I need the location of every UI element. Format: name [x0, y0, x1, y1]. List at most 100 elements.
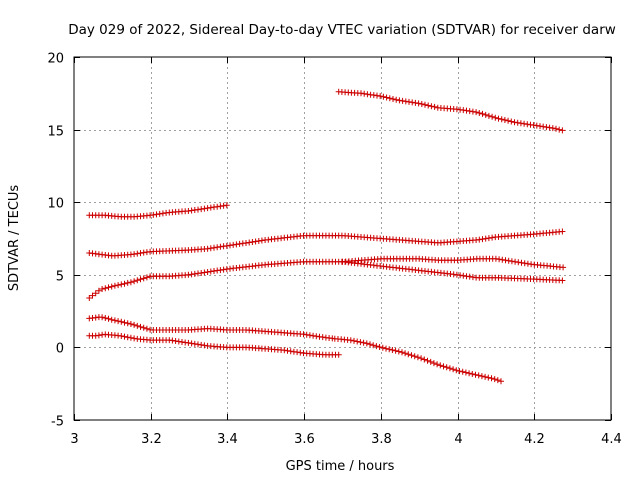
- series-track-7: [331, 335, 504, 385]
- data-point: [124, 320, 131, 327]
- data-point: [108, 316, 115, 323]
- data-point: [370, 342, 377, 349]
- data-point: [386, 95, 393, 102]
- series-track-1: [335, 88, 566, 134]
- data-point: [392, 347, 399, 354]
- data-point: [443, 364, 450, 371]
- data-point: [556, 126, 563, 133]
- data-point: [89, 292, 96, 299]
- data-point: [399, 349, 405, 356]
- data-point: [223, 202, 230, 209]
- chart-title: Day 029 of 2022, Sidereal Day-to-day VTE…: [68, 22, 616, 38]
- data-point: [140, 324, 147, 331]
- data-point: [425, 102, 432, 109]
- data-point: [466, 370, 473, 377]
- data-point: [424, 357, 431, 364]
- y-tick-label: 10: [47, 197, 64, 212]
- data-point: [559, 228, 566, 235]
- data-point: [105, 284, 112, 291]
- data-point: [127, 334, 134, 341]
- data-point: [546, 124, 553, 131]
- data-point: [108, 283, 115, 290]
- data-point: [124, 279, 131, 286]
- series-track-4: [86, 258, 566, 301]
- data-point: [357, 339, 364, 346]
- x-tick-label: 3.6: [294, 432, 315, 447]
- data-point: [485, 112, 492, 119]
- x-tick-label: 4.2: [524, 432, 545, 447]
- x-tick-label: 3: [70, 432, 78, 447]
- data-point: [367, 341, 373, 348]
- data-point: [418, 355, 425, 362]
- data-point: [446, 365, 453, 372]
- data-point: [389, 347, 396, 353]
- data-point: [121, 319, 128, 326]
- y-tick-label: 20: [47, 52, 64, 67]
- data-point: [111, 317, 118, 324]
- data-point: [405, 351, 412, 358]
- data-point: [143, 274, 150, 281]
- data-point: [475, 372, 482, 379]
- data-point: [137, 276, 144, 283]
- x-axis-label: GPS time / hours: [286, 459, 395, 474]
- data-point: [434, 361, 441, 368]
- data-point: [498, 378, 504, 385]
- data-point: [95, 332, 102, 339]
- data-point: [118, 333, 125, 339]
- data-point: [115, 282, 122, 289]
- data-point: [131, 278, 138, 285]
- data-point: [440, 363, 447, 370]
- data-point: [428, 103, 435, 110]
- plot-frame: [73, 56, 612, 421]
- data-point: [415, 100, 422, 107]
- data-point: [383, 345, 389, 352]
- data-point: [485, 374, 492, 381]
- data-point: [488, 375, 495, 382]
- data-point: [127, 321, 134, 327]
- data-point: [390, 96, 396, 102]
- data-point: [482, 111, 489, 118]
- data-point: [140, 275, 147, 282]
- data-point: [494, 377, 501, 384]
- series-track-2: [86, 202, 230, 220]
- data-point: [549, 125, 556, 132]
- data-point: [99, 314, 106, 321]
- data-point: [479, 110, 486, 117]
- data-point: [118, 318, 125, 325]
- data-point: [363, 340, 370, 347]
- data-point: [478, 373, 485, 380]
- data-point: [376, 344, 383, 350]
- data-point: [393, 96, 400, 103]
- data-point: [505, 117, 512, 124]
- data-point: [379, 344, 386, 351]
- data-point: [395, 348, 402, 355]
- data-point: [134, 322, 141, 329]
- x-tick-label: 4.4: [601, 432, 622, 447]
- series-track-8: [86, 331, 342, 358]
- data-point: [102, 285, 109, 292]
- data-point: [495, 115, 502, 122]
- data-point: [383, 94, 390, 101]
- data-point: [118, 281, 125, 288]
- data-point: [377, 93, 384, 100]
- data-point: [462, 369, 469, 376]
- data-point: [386, 346, 393, 353]
- data-point: [335, 351, 342, 358]
- data-point: [115, 318, 122, 325]
- data-point: [501, 117, 508, 123]
- data-point: [450, 366, 457, 373]
- data-point: [408, 352, 415, 359]
- y-tick-label: 0: [56, 342, 64, 357]
- data-point: [347, 337, 354, 344]
- data-point: [380, 93, 387, 100]
- x-tick-label: 3.2: [141, 432, 162, 447]
- data-point: [351, 337, 357, 344]
- data-point: [472, 371, 479, 378]
- data-point: [131, 321, 138, 328]
- data-point: [354, 338, 361, 345]
- y-tick-label: 15: [47, 125, 64, 140]
- data-point: [469, 371, 476, 377]
- data-point: [559, 127, 566, 134]
- data-point: [121, 333, 128, 340]
